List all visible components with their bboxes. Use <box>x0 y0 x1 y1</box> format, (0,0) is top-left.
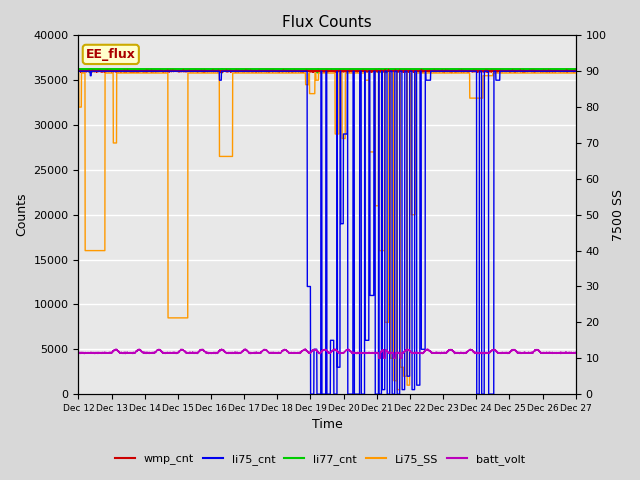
Text: EE_flux: EE_flux <box>86 48 136 61</box>
Y-axis label: 7500 SS: 7500 SS <box>612 189 625 241</box>
X-axis label: Time: Time <box>312 419 342 432</box>
Legend: wmp_cnt, li75_cnt, li77_cnt, Li75_SS, batt_volt: wmp_cnt, li75_cnt, li77_cnt, Li75_SS, ba… <box>111 450 529 469</box>
Title: Flux Counts: Flux Counts <box>282 15 372 30</box>
Y-axis label: Counts: Counts <box>15 193 28 237</box>
